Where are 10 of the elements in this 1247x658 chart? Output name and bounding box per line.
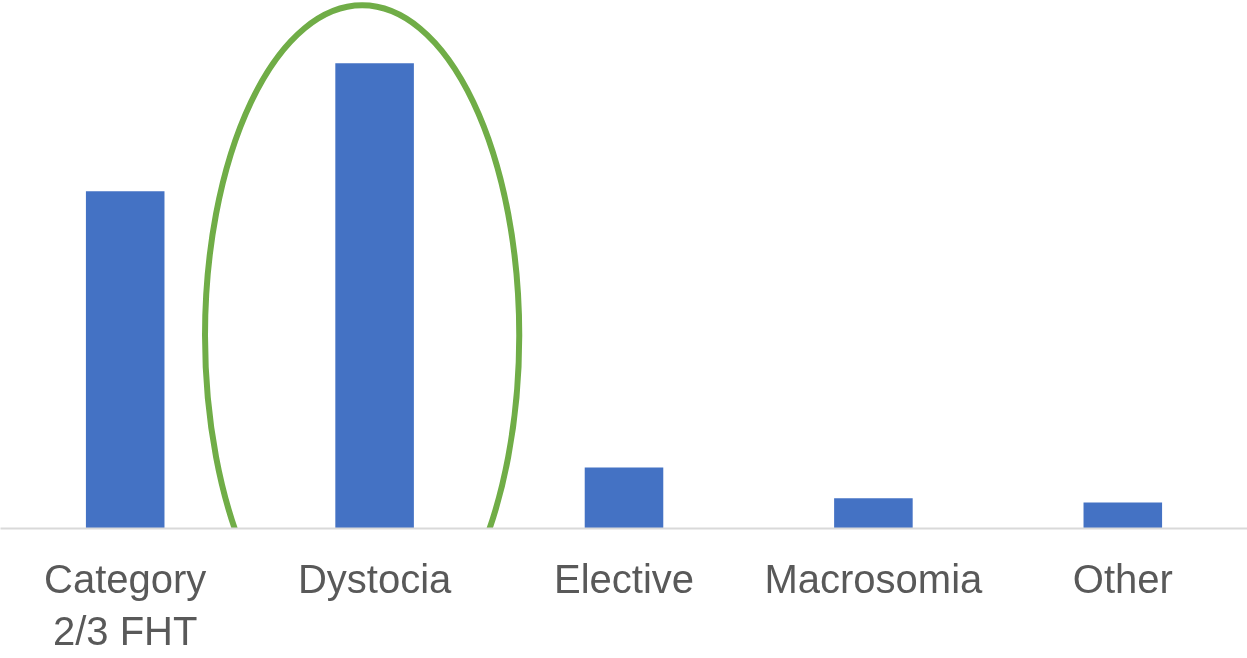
bar <box>834 498 913 529</box>
x-tick-label: Other <box>1072 556 1173 601</box>
bar <box>1083 502 1163 529</box>
bar <box>584 467 664 529</box>
bar <box>335 63 414 529</box>
x-tick-label: Macrosomia <box>764 556 984 601</box>
x-tick-label: Elective <box>553 556 695 601</box>
x-tick-label: Category 2/3 FHT <box>44 556 207 654</box>
x-tick-label: Dystocia <box>297 556 453 601</box>
bar <box>85 191 165 529</box>
